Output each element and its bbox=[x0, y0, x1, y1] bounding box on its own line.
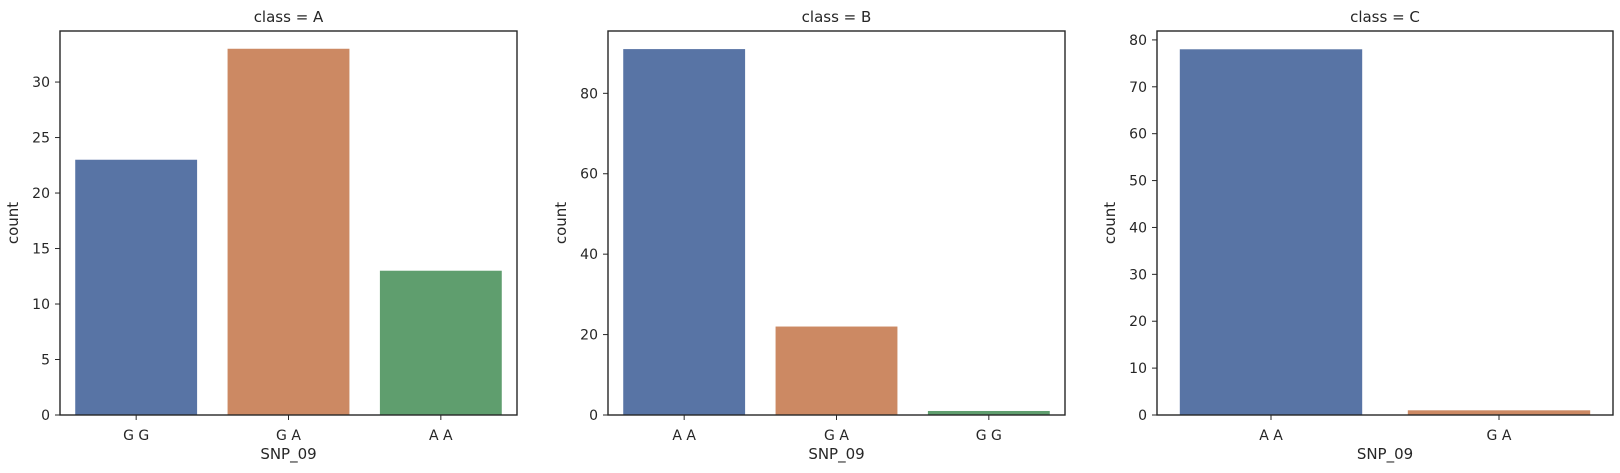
y-tick-label: 0 bbox=[1138, 408, 1147, 424]
bar-ga bbox=[775, 326, 898, 415]
y-tick-label: 25 bbox=[32, 131, 50, 147]
y-tick-label: 50 bbox=[1129, 174, 1147, 190]
x-axis-label: SNP_09 bbox=[808, 445, 864, 464]
x-tick-label: A A bbox=[429, 428, 453, 444]
y-tick-label: 80 bbox=[580, 86, 598, 102]
bar-ga bbox=[227, 48, 350, 415]
x-axis-label: SNP_09 bbox=[1357, 445, 1413, 464]
bar-gg bbox=[75, 159, 198, 415]
x-axis-label: SNP_09 bbox=[260, 445, 316, 464]
chart-title: class = C bbox=[1350, 8, 1420, 26]
x-tick-label: G G bbox=[123, 428, 149, 444]
y-tick-label: 20 bbox=[580, 328, 598, 344]
y-tick-label: 80 bbox=[1129, 33, 1147, 49]
y-tick-label: 60 bbox=[1129, 127, 1147, 143]
y-tick-label: 70 bbox=[1129, 80, 1147, 96]
bar-aa bbox=[1179, 49, 1363, 416]
bar-aa bbox=[623, 49, 746, 416]
y-tick-label: 20 bbox=[32, 186, 50, 202]
x-tick-label: G A bbox=[276, 428, 301, 444]
y-tick-label: 10 bbox=[32, 297, 50, 313]
chart-title: class = A bbox=[254, 8, 324, 26]
y-tick-label: 60 bbox=[580, 167, 598, 183]
y-tick-label: 30 bbox=[1129, 267, 1147, 283]
x-tick-label: A A bbox=[672, 428, 696, 444]
y-tick-label: 5 bbox=[41, 353, 50, 369]
y-tick-label: 10 bbox=[1129, 361, 1147, 377]
bar-gg bbox=[927, 410, 1050, 415]
y-axis-label: count bbox=[552, 202, 570, 244]
y-tick-label: 40 bbox=[1129, 220, 1147, 236]
y-tick-label: 0 bbox=[589, 408, 598, 424]
x-tick-label: A A bbox=[1259, 428, 1283, 444]
bar-ga bbox=[1407, 410, 1591, 415]
bar-aa bbox=[379, 270, 502, 415]
x-tick-label: G A bbox=[824, 428, 849, 444]
plot-frame bbox=[1156, 30, 1614, 416]
y-axis-label: count bbox=[4, 202, 22, 244]
y-tick-label: 0 bbox=[41, 408, 50, 424]
y-tick-label: 30 bbox=[32, 75, 50, 91]
y-tick-label: 20 bbox=[1129, 314, 1147, 330]
y-axis-label: count bbox=[1101, 202, 1119, 244]
x-tick-label: G G bbox=[976, 428, 1002, 444]
chart-panel-3: 0 10 20 30 40 50 60 70 80 A A G A class = C SNP_09 co… bbox=[1101, 8, 1614, 464]
chart-panel-1: 0 5 10 15 20 25 30 G G G A A A class = A SNP_09 coun… bbox=[4, 8, 518, 464]
chart-panel-2: 0 20 40 60 80 A A G A G G class = B SNP_09 count bbox=[552, 8, 1066, 464]
y-tick-label: 40 bbox=[580, 247, 598, 263]
x-tick-label: G A bbox=[1487, 428, 1512, 444]
chart-title: class = B bbox=[802, 8, 872, 26]
y-tick-label: 15 bbox=[32, 242, 50, 258]
